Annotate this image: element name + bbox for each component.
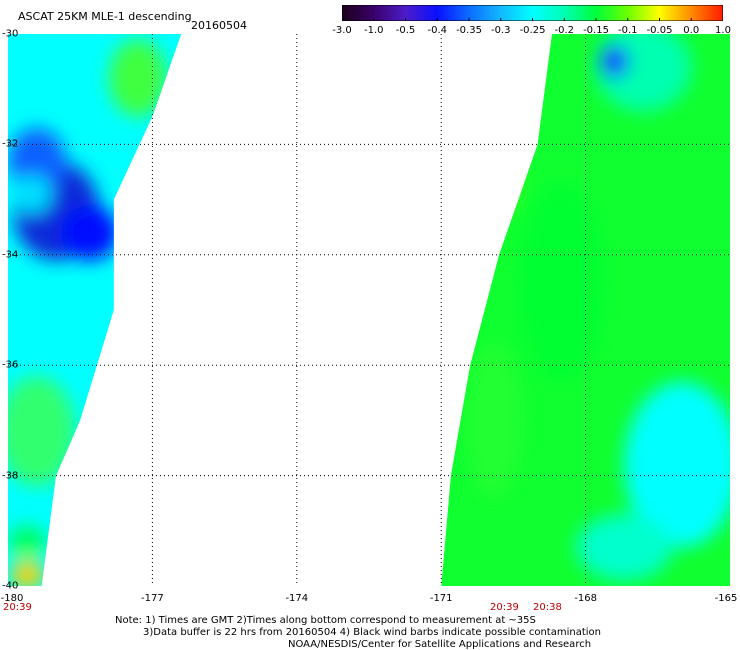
colorbar [342, 5, 723, 21]
wind-patch [600, 45, 629, 79]
map-title: ASCAT 25KM MLE-1 descending [18, 10, 192, 23]
note-line-1: Note: 1) Times are GMT 2)Times along bot… [115, 615, 536, 626]
colorbar-label: -0.15 [583, 25, 609, 36]
wind-patch [10, 561, 45, 586]
wind-patch [465, 343, 524, 498]
wind-patch [518, 183, 605, 382]
colorbar-label: 0.0 [683, 25, 700, 36]
graticule [8, 34, 730, 586]
latitude-label: -36 [2, 359, 19, 371]
wind-patch [8, 376, 76, 487]
latitude-label: -32 [2, 138, 19, 150]
wind-patch [484, 138, 514, 206]
longitude-label: -180 [0, 593, 24, 604]
latitude-label: -38 [2, 470, 19, 482]
wind-patch [12, 174, 52, 214]
colorbar-label: -1.0 [363, 25, 384, 36]
wind-patch [595, 34, 692, 112]
latitude-label: -34 [2, 249, 19, 261]
time-left: 20:39 [3, 602, 32, 613]
colorbar-label: -0.25 [519, 25, 546, 36]
longitude-label: -174 [285, 593, 309, 604]
west-swath [8, 34, 182, 586]
colorbar-label: -0.4 [427, 25, 448, 36]
wind-patch [624, 381, 730, 548]
colorbar-label: -0.3 [490, 25, 511, 36]
wind-patch [60, 205, 119, 261]
longitude-label: -171 [429, 593, 453, 604]
time-right-b: 20:38 [533, 602, 562, 613]
note-line-2: 3)Data buffer is 22 hrs from 20160504 4)… [143, 627, 601, 638]
time-right-a: 20:39 [490, 602, 519, 613]
longitude-label: -165 [714, 593, 738, 604]
colorbar-label: -3.0 [332, 25, 352, 36]
wind-patch [575, 514, 673, 581]
wind-patch [109, 39, 167, 117]
note-line-3: NOAA/NESDIS/Center for Satellite Applica… [288, 639, 592, 650]
latitude-label: -40 [2, 580, 19, 592]
map-date: 20160504 [191, 19, 247, 32]
colorbar-label: -0.05 [646, 25, 673, 36]
latitude-label: -30 [2, 28, 19, 40]
colorbar-label: -0.5 [395, 25, 416, 36]
colorbar-label: -0.2 [554, 25, 575, 36]
longitude-label: -168 [574, 593, 597, 604]
colorbar-label: -0.35 [456, 25, 482, 36]
colorbar-label: 1.0 [715, 25, 731, 36]
wind-patch [8, 525, 47, 559]
map-panel [8, 34, 730, 586]
colorbar-label: -0.1 [617, 25, 638, 36]
longitude-label: -177 [141, 593, 164, 604]
